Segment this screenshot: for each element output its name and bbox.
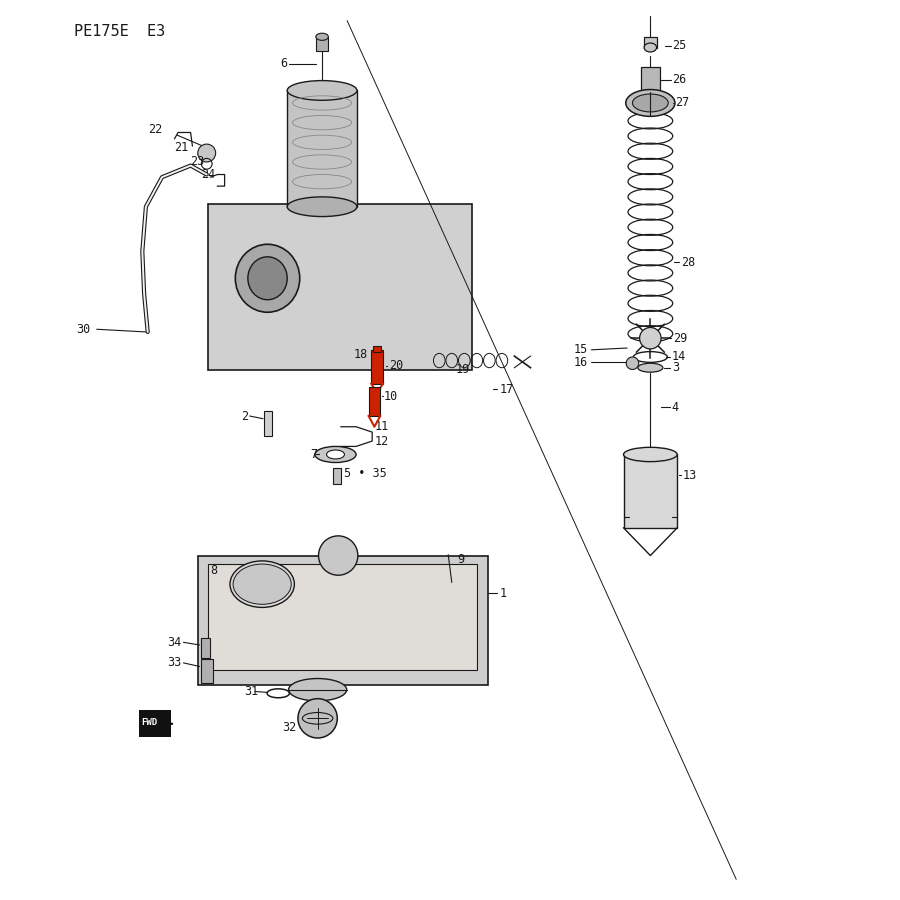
Text: 24: 24 bbox=[202, 168, 216, 181]
Text: 26: 26 bbox=[671, 73, 686, 86]
Ellipse shape bbox=[638, 364, 663, 373]
Text: 18: 18 bbox=[354, 347, 368, 361]
Bar bbox=[209, 564, 477, 670]
Circle shape bbox=[640, 328, 662, 349]
Ellipse shape bbox=[633, 94, 668, 112]
Bar bbox=[641, 68, 661, 92]
Text: 31: 31 bbox=[244, 685, 258, 698]
Ellipse shape bbox=[233, 564, 292, 604]
Ellipse shape bbox=[327, 450, 345, 459]
Text: 32: 32 bbox=[282, 721, 296, 734]
Text: 3: 3 bbox=[671, 361, 679, 374]
Text: 8: 8 bbox=[211, 564, 218, 577]
Text: 11: 11 bbox=[375, 420, 389, 433]
Text: 19: 19 bbox=[455, 363, 470, 376]
Bar bbox=[209, 204, 473, 370]
Bar bbox=[374, 346, 381, 352]
Text: 22: 22 bbox=[148, 123, 162, 136]
Circle shape bbox=[198, 144, 216, 162]
Bar bbox=[372, 350, 382, 383]
Ellipse shape bbox=[302, 713, 333, 725]
Ellipse shape bbox=[287, 197, 357, 217]
Ellipse shape bbox=[287, 81, 357, 100]
Text: 17: 17 bbox=[500, 382, 514, 396]
Text: 5 • 35: 5 • 35 bbox=[345, 467, 387, 480]
Text: 28: 28 bbox=[680, 256, 695, 269]
Text: 12: 12 bbox=[375, 435, 389, 447]
Text: 25: 25 bbox=[671, 40, 686, 52]
Bar bbox=[369, 387, 380, 416]
Bar bbox=[202, 660, 213, 682]
Text: 6: 6 bbox=[280, 57, 287, 70]
Text: 21: 21 bbox=[175, 141, 189, 154]
Text: 2: 2 bbox=[240, 410, 248, 422]
Text: 27: 27 bbox=[675, 96, 689, 110]
Ellipse shape bbox=[248, 256, 287, 300]
Bar bbox=[264, 410, 272, 436]
Bar bbox=[287, 90, 357, 207]
Text: 33: 33 bbox=[167, 656, 182, 670]
Text: 1: 1 bbox=[500, 587, 507, 599]
Bar bbox=[316, 37, 328, 51]
Text: 29: 29 bbox=[672, 332, 687, 345]
Text: 16: 16 bbox=[573, 356, 588, 369]
Ellipse shape bbox=[316, 33, 328, 40]
Circle shape bbox=[626, 357, 639, 370]
Bar bbox=[624, 454, 677, 527]
Bar bbox=[644, 37, 657, 48]
Bar bbox=[202, 638, 211, 658]
Ellipse shape bbox=[644, 43, 657, 52]
Ellipse shape bbox=[315, 446, 356, 463]
Circle shape bbox=[319, 536, 358, 575]
Bar bbox=[333, 468, 341, 484]
Ellipse shape bbox=[230, 561, 294, 608]
Text: 7: 7 bbox=[310, 448, 318, 461]
Text: PE175E  E3: PE175E E3 bbox=[75, 23, 166, 39]
Ellipse shape bbox=[235, 244, 300, 312]
Text: 20: 20 bbox=[389, 359, 403, 373]
Bar bbox=[198, 555, 489, 685]
Circle shape bbox=[298, 698, 338, 738]
Text: 15: 15 bbox=[573, 343, 588, 356]
Ellipse shape bbox=[289, 679, 347, 701]
Text: 30: 30 bbox=[76, 323, 90, 336]
Text: 4: 4 bbox=[671, 400, 679, 414]
Text: 10: 10 bbox=[383, 390, 398, 403]
Bar bbox=[139, 710, 171, 737]
Text: FWD: FWD bbox=[141, 718, 158, 727]
Ellipse shape bbox=[626, 89, 675, 116]
Text: 13: 13 bbox=[682, 469, 697, 482]
Text: 23: 23 bbox=[191, 156, 205, 168]
Text: 14: 14 bbox=[671, 350, 686, 364]
Text: 34: 34 bbox=[167, 635, 182, 649]
Ellipse shape bbox=[624, 447, 677, 462]
Text: 9: 9 bbox=[457, 553, 464, 565]
